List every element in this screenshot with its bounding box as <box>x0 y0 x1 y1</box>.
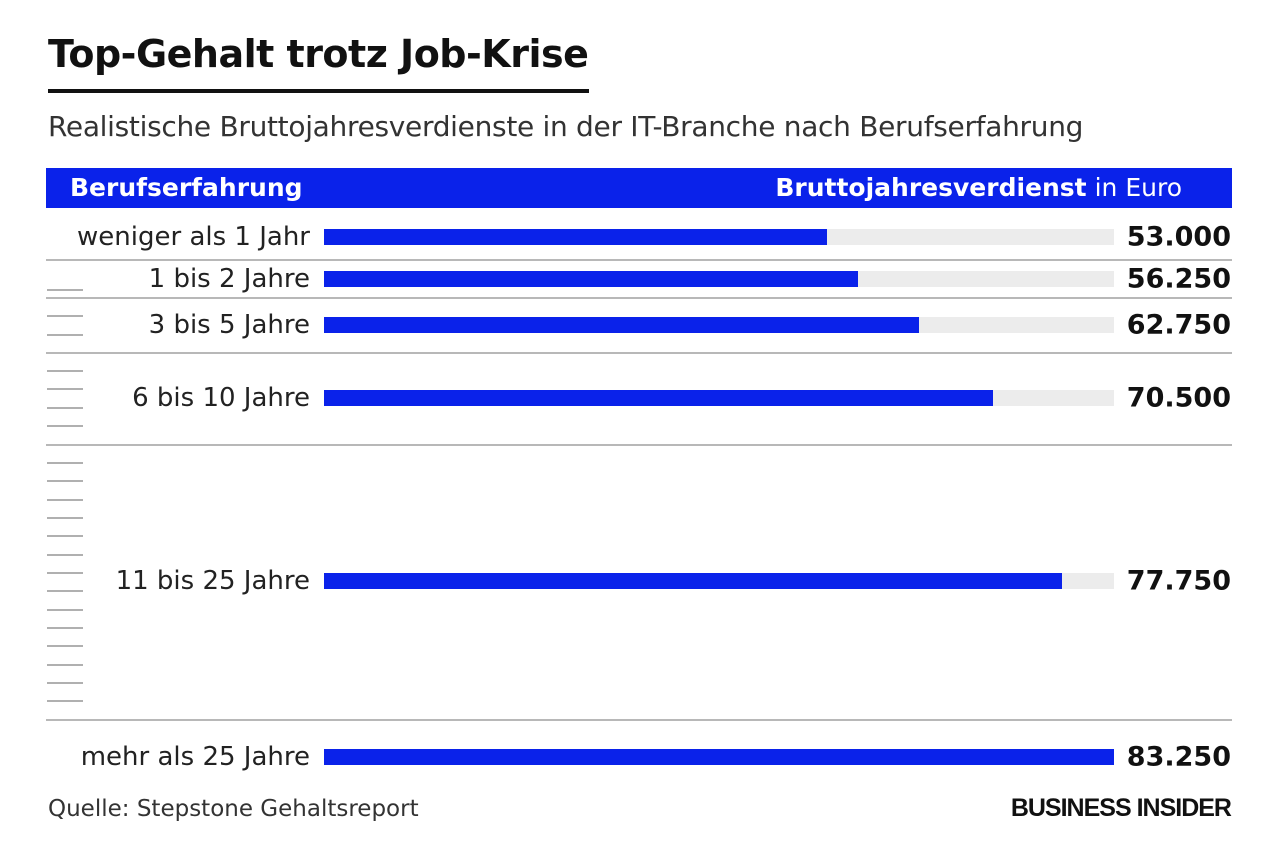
row-separator <box>46 352 1232 354</box>
category-label: 3 bis 5 Jahre <box>148 310 310 340</box>
scale-tick <box>47 334 83 336</box>
scale-tick <box>47 388 83 390</box>
bar-track <box>324 229 1114 245</box>
category-label: 1 bis 2 Jahre <box>148 264 310 294</box>
scale-tick <box>47 480 83 482</box>
brand-logo: BUSINESS INSIDER <box>1010 794 1232 822</box>
value-label: 70.500 <box>1126 382 1231 414</box>
header-experience-label: Berufserfahrung <box>70 173 303 202</box>
scale-tick <box>47 289 83 291</box>
scale-tick <box>47 554 83 556</box>
scale-tick <box>47 590 83 592</box>
chart-title: Top-Gehalt trotz Job-Krise <box>48 32 589 76</box>
scale-tick <box>47 682 83 684</box>
value-label: 56.250 <box>1126 263 1231 295</box>
row-separator <box>46 297 1232 299</box>
scale-tick <box>47 535 83 537</box>
row-separator <box>46 719 1232 721</box>
bar <box>324 317 919 333</box>
title-underline <box>48 89 589 93</box>
header-salary-unit: in Euro <box>1094 173 1182 202</box>
scale-tick <box>47 315 83 317</box>
chart-subtitle: Realistische Bruttojahresverdienste in d… <box>48 110 1084 143</box>
category-label: 11 bis 25 Jahre <box>115 566 310 596</box>
table-header: Berufserfahrung Bruttojahresverdienst in… <box>46 168 1232 208</box>
value-label: 53.000 <box>1126 221 1231 253</box>
value-label: 62.750 <box>1126 309 1231 341</box>
bar <box>324 749 1114 765</box>
value-label: 77.750 <box>1126 565 1231 597</box>
bar-track <box>324 390 1114 406</box>
source-note: Quelle: Stepstone Gehaltsreport <box>48 796 419 822</box>
scale-tick <box>47 370 83 372</box>
bar-track <box>324 271 1114 287</box>
bar <box>324 229 827 245</box>
category-label: 6 bis 10 Jahre <box>132 383 310 413</box>
scale-tick <box>47 645 83 647</box>
row-separator <box>46 444 1232 446</box>
scale-tick <box>47 499 83 501</box>
bar <box>324 271 858 287</box>
scale-tick <box>47 572 83 574</box>
header-salary-bold: Bruttojahresverdienst <box>775 173 1087 202</box>
value-label: 83.250 <box>1126 741 1231 773</box>
bar <box>324 573 1062 589</box>
scale-tick <box>47 664 83 666</box>
scale-tick <box>47 517 83 519</box>
scale-tick <box>47 425 83 427</box>
category-label: weniger als 1 Jahr <box>77 222 310 252</box>
scale-tick <box>47 627 83 629</box>
scale-tick <box>47 609 83 611</box>
bar-track <box>324 749 1114 765</box>
bar-track <box>324 317 1114 333</box>
bar <box>324 390 993 406</box>
header-salary-label: Bruttojahresverdienst in Euro <box>775 173 1182 202</box>
bar-track <box>324 573 1114 589</box>
scale-tick <box>47 462 83 464</box>
row-separator <box>46 259 1232 261</box>
category-label: mehr als 25 Jahre <box>80 742 310 772</box>
scale-tick <box>47 700 83 702</box>
scale-tick <box>47 407 83 409</box>
